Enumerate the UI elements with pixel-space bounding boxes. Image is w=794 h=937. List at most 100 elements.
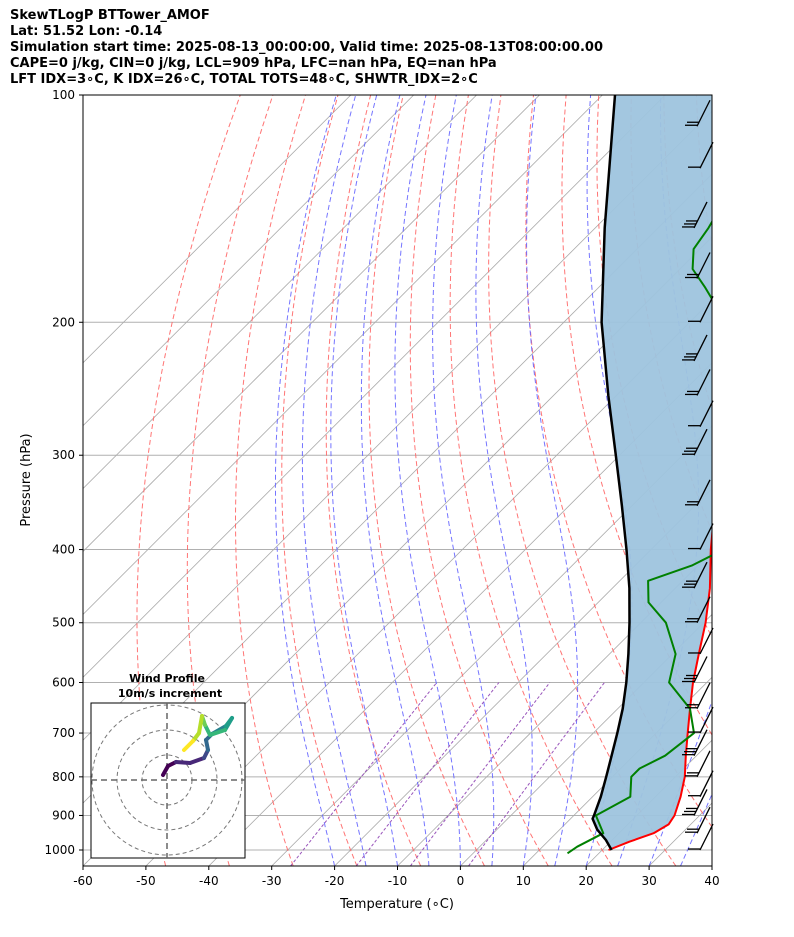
x-axis-title: Temperature (∘C) bbox=[339, 897, 454, 912]
hodograph-segment bbox=[197, 714, 204, 735]
x-tick-label: -20 bbox=[325, 874, 345, 888]
axes: -60 -50 -40 -30 -20 -10 0 10 20 30 40 100 200 300 400 5… bbox=[44, 88, 719, 888]
barb-shaft bbox=[696, 479, 711, 507]
y-tick-label: 400 bbox=[52, 543, 75, 557]
isotherm bbox=[83, 95, 414, 427]
x-tick-label: 20 bbox=[579, 874, 594, 888]
moist-adiabat bbox=[330, 95, 398, 866]
barb-shaft bbox=[699, 400, 714, 427]
wind-barb bbox=[685, 682, 711, 710]
indices-line-2: LFT IDX=3∘C, K IDX=26∘C, TOTAL TOTS=48∘C… bbox=[10, 72, 478, 87]
y-tick-label: 700 bbox=[52, 726, 75, 740]
barb-shaft bbox=[696, 682, 711, 710]
x-tick-label: -60 bbox=[73, 874, 93, 888]
hodograph-segment bbox=[223, 716, 234, 732]
wind-barb bbox=[682, 729, 708, 756]
barb-shaft bbox=[693, 789, 708, 816]
wind-barb bbox=[685, 596, 711, 624]
moist-adiabat bbox=[680, 792, 712, 866]
inset-subtitle: 10m/s increment bbox=[118, 687, 222, 700]
x-tick-label: -30 bbox=[262, 874, 282, 888]
wind-barb bbox=[685, 369, 711, 396]
moist-adiabat bbox=[711, 864, 712, 866]
wind-barb bbox=[688, 400, 714, 427]
hodograph-segment bbox=[188, 756, 206, 765]
inset-title: Wind Profile bbox=[129, 672, 205, 685]
wind-barb bbox=[688, 141, 714, 169]
isotherm bbox=[208, 362, 712, 866]
y-tick-label: 1000 bbox=[44, 843, 75, 857]
moist-adiabat bbox=[301, 95, 367, 866]
dry-adiabat bbox=[186, 95, 274, 866]
profile-lines bbox=[566, 95, 712, 855]
barb-shaft bbox=[693, 428, 708, 456]
dry-adiabat bbox=[729, 95, 794, 866]
isotherm bbox=[397, 550, 712, 866]
hodograph-segment bbox=[182, 739, 195, 752]
wind-barb bbox=[685, 806, 711, 834]
barb-shaft bbox=[693, 201, 708, 229]
isotherm bbox=[271, 425, 712, 866]
chart-title: SkewTLogP BTTower_AMOF bbox=[10, 8, 210, 23]
wind-barb bbox=[688, 823, 714, 851]
mixing-ratio-line bbox=[409, 682, 551, 866]
isotherm bbox=[145, 299, 712, 866]
x-tick-label: 10 bbox=[516, 874, 531, 888]
y-tick-label: 800 bbox=[52, 770, 75, 784]
x-tick-label: 30 bbox=[641, 874, 656, 888]
isotherm bbox=[83, 95, 666, 678]
x-tick-label: 40 bbox=[704, 874, 719, 888]
y-tick-label: 900 bbox=[52, 808, 75, 822]
y-tick-label: 200 bbox=[52, 315, 75, 329]
hodograph bbox=[91, 703, 245, 858]
wind-barb bbox=[682, 656, 708, 683]
mixing-ratio-line bbox=[355, 682, 500, 866]
y-tick-label: 300 bbox=[52, 448, 75, 462]
barb-shaft bbox=[699, 523, 714, 550]
barb-shaft bbox=[699, 823, 714, 851]
y-tick-label: 600 bbox=[52, 676, 75, 690]
wind-barb bbox=[688, 770, 714, 798]
wind-barb bbox=[685, 252, 711, 279]
wind-barb bbox=[688, 295, 714, 323]
mixing-ratio-line bbox=[468, 682, 605, 866]
wind-barbs bbox=[682, 99, 714, 851]
dry-adiabat bbox=[488, 95, 677, 866]
wind-barb bbox=[688, 627, 714, 655]
barb-shaft bbox=[696, 750, 711, 778]
moist-adiabat bbox=[274, 95, 337, 866]
dry-adiabat bbox=[368, 95, 485, 866]
dry-adiabat bbox=[409, 95, 549, 866]
chart-header: SkewTLogP BTTower_AMOF Lat: 51.52 Lon: -… bbox=[10, 8, 603, 88]
hodograph-segment bbox=[208, 728, 227, 737]
hodograph-segment bbox=[174, 760, 192, 765]
x-tick-label: -50 bbox=[136, 874, 156, 888]
wind-barb bbox=[685, 750, 711, 778]
y-tick-label: 500 bbox=[52, 616, 75, 630]
barb-shaft bbox=[699, 706, 714, 734]
barb-shaft bbox=[693, 656, 708, 683]
mixing-ratio-line bbox=[290, 682, 438, 866]
barb-shaft bbox=[693, 561, 708, 589]
wind-barb bbox=[688, 706, 714, 734]
wind-barb bbox=[682, 201, 708, 229]
cin-shaded-area bbox=[592, 95, 712, 850]
wind-barb bbox=[685, 99, 711, 127]
moist-adiabat bbox=[526, 95, 579, 866]
wind-barb bbox=[685, 479, 711, 507]
barb-shaft bbox=[696, 806, 711, 834]
y-tick-label: 100 bbox=[52, 88, 75, 102]
moist-adiabat bbox=[475, 95, 533, 866]
cape-fill-layer bbox=[592, 95, 712, 850]
isotherm bbox=[460, 613, 712, 866]
isotherm bbox=[83, 95, 352, 364]
barb-shaft bbox=[696, 99, 711, 127]
wind-barb bbox=[682, 561, 708, 589]
x-tick-label: -40 bbox=[199, 874, 219, 888]
moist-adiabat bbox=[394, 95, 461, 866]
dewpoint-line bbox=[566, 219, 712, 855]
barb-shaft bbox=[696, 369, 711, 396]
barb-shaft bbox=[696, 596, 711, 624]
barb-shaft bbox=[699, 627, 714, 655]
